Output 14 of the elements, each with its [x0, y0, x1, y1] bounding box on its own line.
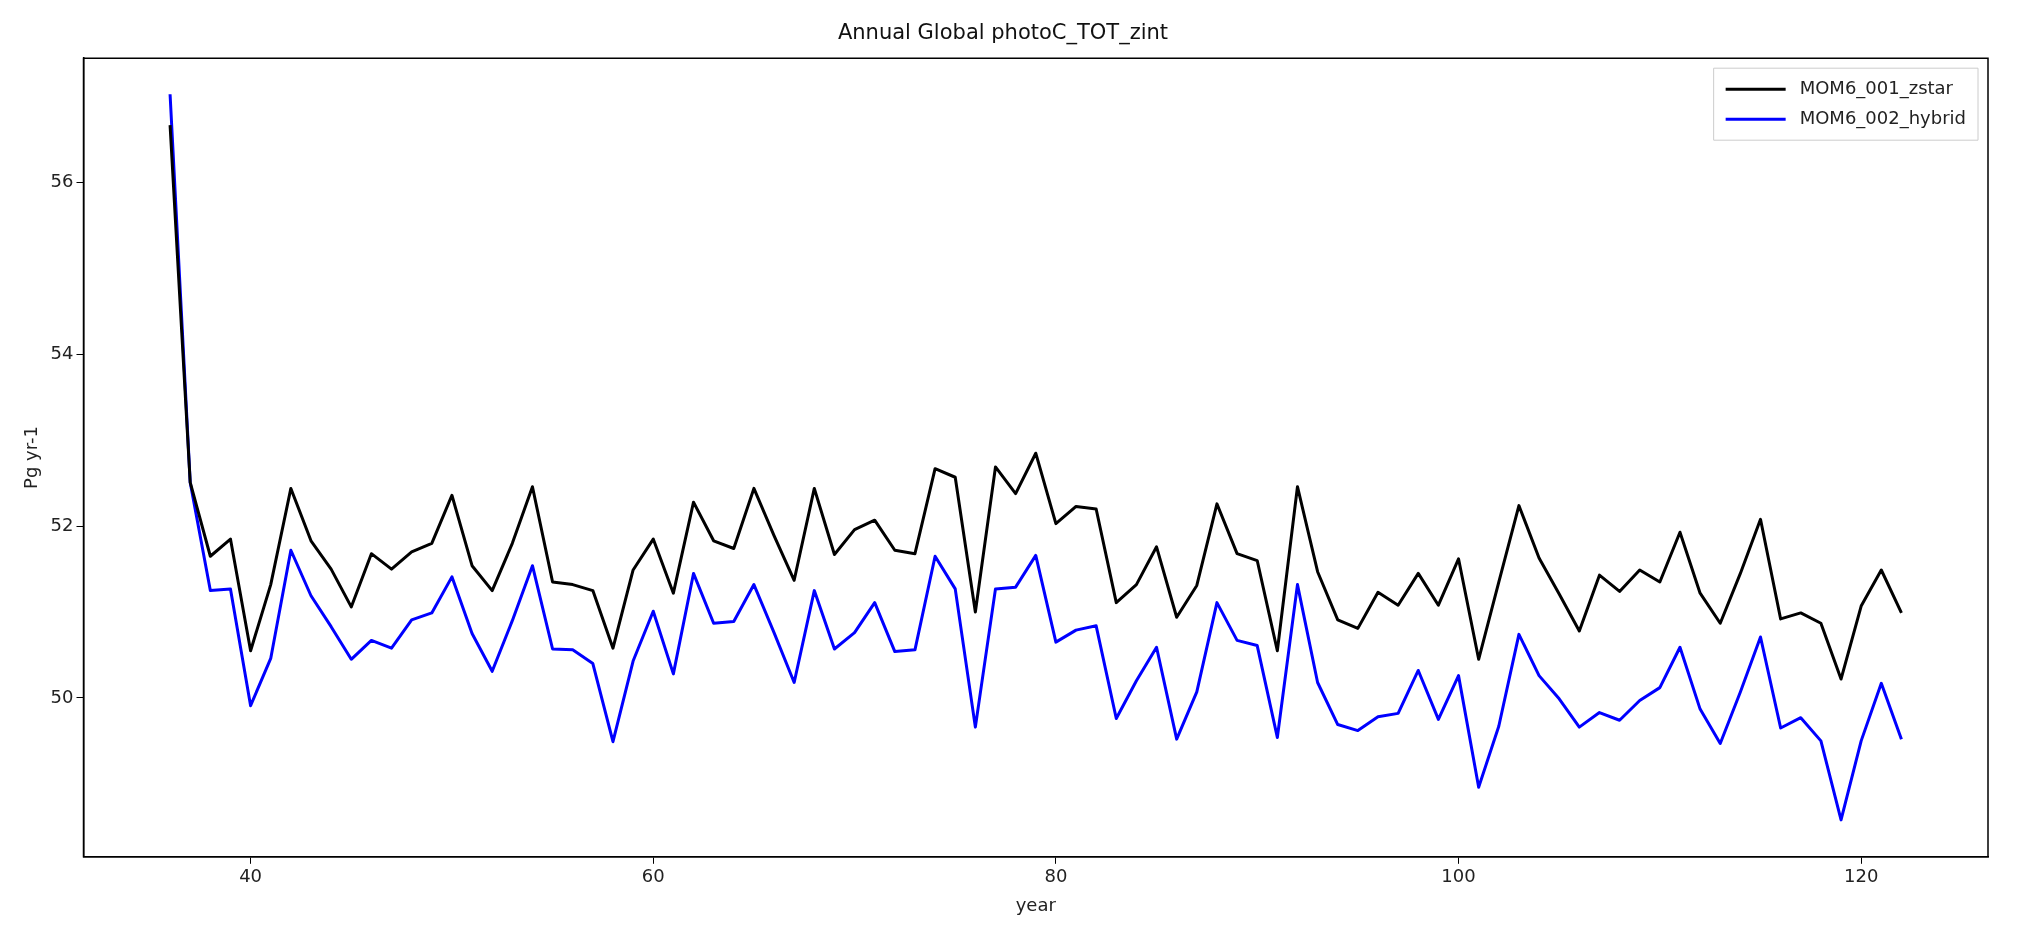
- x-axis-title: year: [1015, 893, 1057, 915]
- legend-label: MOM6_001_zstar: [1799, 76, 1954, 99]
- y-tick-label: 52: [50, 513, 74, 535]
- x-tick-label: 60: [641, 865, 665, 887]
- y-tick-label: 56: [50, 170, 74, 192]
- y-axis-title: Pg yr-1: [20, 426, 42, 489]
- x-tick-label: 80: [1044, 865, 1068, 887]
- y-tick-label: 50: [50, 685, 74, 707]
- chart-title: Annual Global photoC_TOT_zint: [837, 20, 1169, 46]
- x-tick-label: 120: [1843, 865, 1879, 887]
- legend-label: MOM6_002_hybrid: [1799, 106, 1967, 129]
- y-tick-label: 54: [50, 342, 74, 364]
- x-tick-label: 40: [239, 865, 263, 887]
- x-tick-label: 100: [1441, 865, 1476, 887]
